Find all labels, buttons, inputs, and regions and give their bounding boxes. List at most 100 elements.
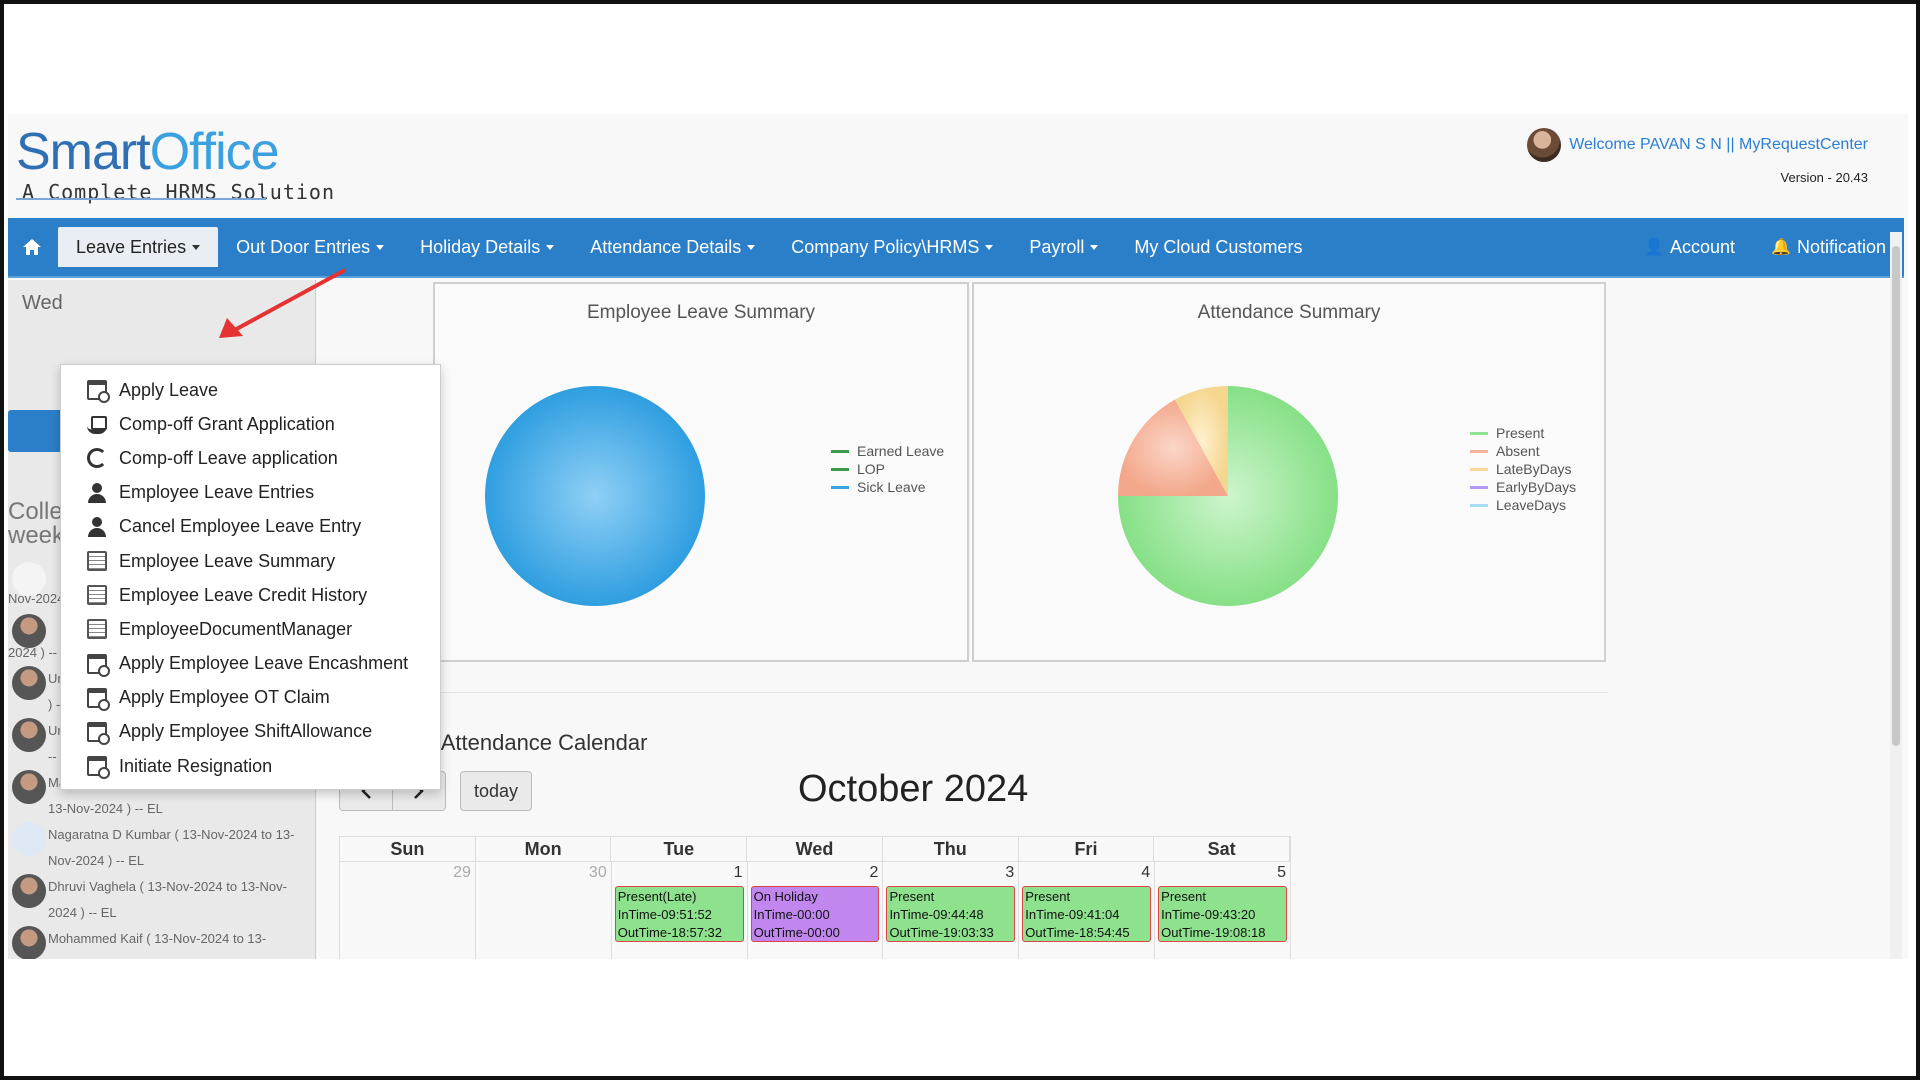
leave-summary-card: Employee Leave Summary xyxy=(433,282,969,662)
sidebar-button[interactable] xyxy=(8,410,68,452)
event-status: Present(Late) xyxy=(617,889,697,904)
calendar-month-title: October 2024 xyxy=(798,768,1029,810)
event-out-time: OutTime-18:54:45 xyxy=(1025,925,1130,940)
legend-item[interactable]: Earned Leave xyxy=(831,442,944,460)
calendar-grid: Sun Mon Tue Wed Thu Fri Sat 29 30 1 Present(Late)… xyxy=(339,836,1292,959)
menu-item-label: Apply Employee Leave Encashment xyxy=(119,653,409,674)
menu-item-label: Apply Employee OT Claim xyxy=(119,687,330,708)
cycle-icon xyxy=(87,448,107,469)
legend-item[interactable]: Absent xyxy=(1470,442,1576,460)
legend-swatch xyxy=(831,449,849,453)
nav-notification[interactable]: 🔔 Notification xyxy=(1753,227,1904,267)
caret-down-icon xyxy=(192,244,201,250)
attendance-event[interactable]: Present(Late) InTime-09:51:52 OutTime-18:5… xyxy=(614,886,744,942)
pie-slice[interactable] xyxy=(1175,386,1228,496)
event-out-time: OutTime-18:57:32 xyxy=(617,925,723,940)
menu-item-initiate-resignation[interactable]: Initiate Resignation xyxy=(61,749,440,783)
calendar-icon xyxy=(87,380,110,404)
menu-item-employee-leave-summary[interactable]: Employee Leave Summary xyxy=(61,544,440,578)
weekday-header: Wed xyxy=(747,837,883,861)
menu-item-employeedocumentmanager[interactable]: EmployeeDocumentManager xyxy=(61,612,440,646)
brand-name-part2: Office xyxy=(149,123,280,181)
attendance-event[interactable]: On Holiday InTime-00:00 OutTime-00:00 xyxy=(750,886,880,942)
nav-company-policy[interactable]: Company Policy\HRMS xyxy=(773,227,1011,267)
brand-logo[interactable]: SmartOffice A Complete HRMS Solution xyxy=(16,126,335,204)
menu-item-label: Apply Leave xyxy=(119,379,219,400)
colleague-text: Nagaratna D Kumbar ( 13-Nov-2024 to 13-N… xyxy=(48,827,295,868)
legend-item[interactable]: LOP xyxy=(831,460,944,478)
day-number: 2 xyxy=(869,864,879,881)
calendar-day-cell[interactable]: 3 Present InTime-09:44:48 OutTime-19:03:33 xyxy=(883,862,1020,959)
pie-slice[interactable] xyxy=(1118,399,1228,496)
menu-item-comp-off-leave-application[interactable]: Comp-off Leave application xyxy=(61,441,440,475)
legend-item[interactable]: Sick Leave xyxy=(831,478,944,496)
leave-summary-pie[interactable] xyxy=(475,376,715,616)
event-in-time: InTime-00:00 xyxy=(753,907,830,922)
menu-item-apply-leave[interactable]: Apply Leave xyxy=(61,373,440,407)
weekday-header: Tue xyxy=(611,837,748,861)
colleague-text: 2024 ) -- xyxy=(8,645,58,660)
attendance-event[interactable]: Present InTime-09:41:04 OutTime-18:54:45 xyxy=(1022,886,1152,942)
welcome-area[interactable]: Welcome PAVAN S N || MyRequestCenter xyxy=(1527,128,1868,162)
nav-my-cloud-customers[interactable]: My Cloud Customers xyxy=(1116,227,1320,267)
attendance-summary-legend: Present Absent LateByDays EarlyByDays LeaveD… xyxy=(1470,424,1576,514)
legend-label: LeaveDays xyxy=(1496,497,1567,513)
calendar-day-cell[interactable]: 4 Present InTime-09:41:04 OutTime-18:54:45 xyxy=(1019,862,1156,959)
legend-label: Earned Leave xyxy=(857,443,945,459)
list-item: Nov-2024 xyxy=(8,562,308,614)
menu-item-apply-employee-leave-encashment[interactable]: Apply Employee Leave Encashment xyxy=(61,647,440,681)
event-status: Present xyxy=(1161,889,1206,904)
nav-attendance-details[interactable]: Attendance Details xyxy=(572,227,773,267)
event-in-time: InTime-09:51:52 xyxy=(617,907,712,922)
nav-home[interactable] xyxy=(8,227,56,267)
brand-divider xyxy=(16,198,266,200)
caret-down-icon xyxy=(546,244,555,250)
menu-item-apply-employee-shiftallowance[interactable]: Apply Employee ShiftAllowance xyxy=(61,715,440,749)
legend-swatch xyxy=(1470,431,1488,435)
legend-item[interactable]: Present xyxy=(1470,424,1576,442)
pie-slice[interactable] xyxy=(485,386,705,606)
menu-item-employee-leave-credit-history[interactable]: Employee Leave Credit History xyxy=(61,578,440,612)
avatar[interactable] xyxy=(1527,128,1562,162)
weekday-header: Thu xyxy=(883,837,1019,861)
menu-item-apply-employee-ot-claim[interactable]: Apply Employee OT Claim xyxy=(61,681,440,715)
calendar-day-cell[interactable]: 29 xyxy=(340,862,476,959)
menu-item-employee-leave-entries[interactable]: Employee Leave Entries xyxy=(61,476,440,510)
scrollbar-thumb[interactable] xyxy=(1892,246,1900,746)
nav-account[interactable]: 👤 Account xyxy=(1626,227,1753,267)
document-icon xyxy=(87,619,107,640)
version-text: Version - 20.43 xyxy=(1780,170,1868,185)
attendance-summary-pie[interactable] xyxy=(1108,376,1348,616)
calendar-day-cell[interactable]: 1 Present(Late) InTime-09:51:52 OutTime-18:… xyxy=(612,862,748,959)
nav-leave-entries[interactable]: Leave Entries xyxy=(58,227,219,267)
attendance-event[interactable]: Present InTime-09:44:48 OutTime-19:03:33 xyxy=(886,886,1016,942)
nav-payroll[interactable]: Payroll xyxy=(1011,227,1116,267)
nav-leave-entries-label: Leave Entries xyxy=(76,236,187,257)
legend-item[interactable]: EarlyByDays xyxy=(1470,478,1576,496)
calendar-day-cell[interactable]: 2 On Holiday InTime-00:00 OutTime-00:00 xyxy=(748,862,884,959)
legend-swatch xyxy=(1470,467,1488,471)
calendar-today-button[interactable]: today xyxy=(460,771,532,811)
avatar xyxy=(12,666,46,700)
menu-item-label: Employee Leave Entries xyxy=(119,482,315,503)
calendar-day-cell[interactable]: 5 Present InTime-09:43:20 OutTime-19:08:18 xyxy=(1155,862,1292,959)
weekday-header: Sat xyxy=(1154,837,1291,861)
calendar-week-row: 29 30 1 Present(Late) InTime-09:51:52 OutTime… xyxy=(339,862,1292,959)
welcome-text[interactable]: Welcome PAVAN S N || MyRequestCenter xyxy=(1569,136,1868,153)
menu-item-cancel-employee-leave-entry[interactable]: Cancel Employee Leave Entry xyxy=(61,510,440,544)
legend-item[interactable]: LateByDays xyxy=(1470,460,1576,478)
calendar-day-cell[interactable]: 30 xyxy=(476,862,612,959)
menu-item-comp-off-grant-application[interactable]: Comp-off Grant Application xyxy=(61,407,440,441)
brand-tagline: A Complete HRMS Solution xyxy=(22,180,335,204)
calendar-icon xyxy=(87,653,110,677)
attendance-event[interactable]: Present InTime-09:43:20 OutTime-19:08:18 xyxy=(1158,886,1288,942)
legend-item[interactable]: LeaveDays xyxy=(1470,496,1576,514)
page-scrollbar[interactable] xyxy=(1890,232,1902,959)
caret-down-icon xyxy=(376,244,385,250)
nav-out-door-entries[interactable]: Out Door Entries xyxy=(218,227,402,267)
leave-summary-legend: Earned Leave LOP Sick Leave xyxy=(831,442,944,496)
nav-holiday-details[interactable]: Holiday Details xyxy=(402,227,572,267)
menu-item-label: Apply Employee ShiftAllowance xyxy=(119,721,373,742)
legend-label: LOP xyxy=(857,461,886,477)
menu-item-label: EmployeeDocumentManager xyxy=(119,618,353,639)
